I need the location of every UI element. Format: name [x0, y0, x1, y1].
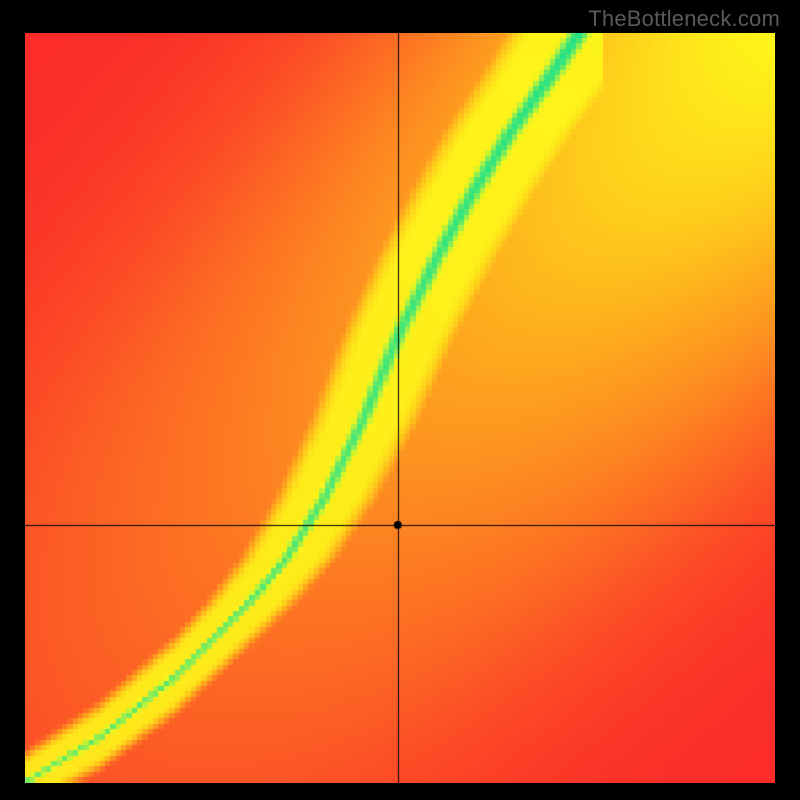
heatmap-canvas — [25, 33, 775, 783]
chart-container: TheBottleneck.com — [0, 0, 800, 800]
watermark-text: TheBottleneck.com — [588, 6, 780, 32]
heatmap-plot — [25, 33, 775, 783]
